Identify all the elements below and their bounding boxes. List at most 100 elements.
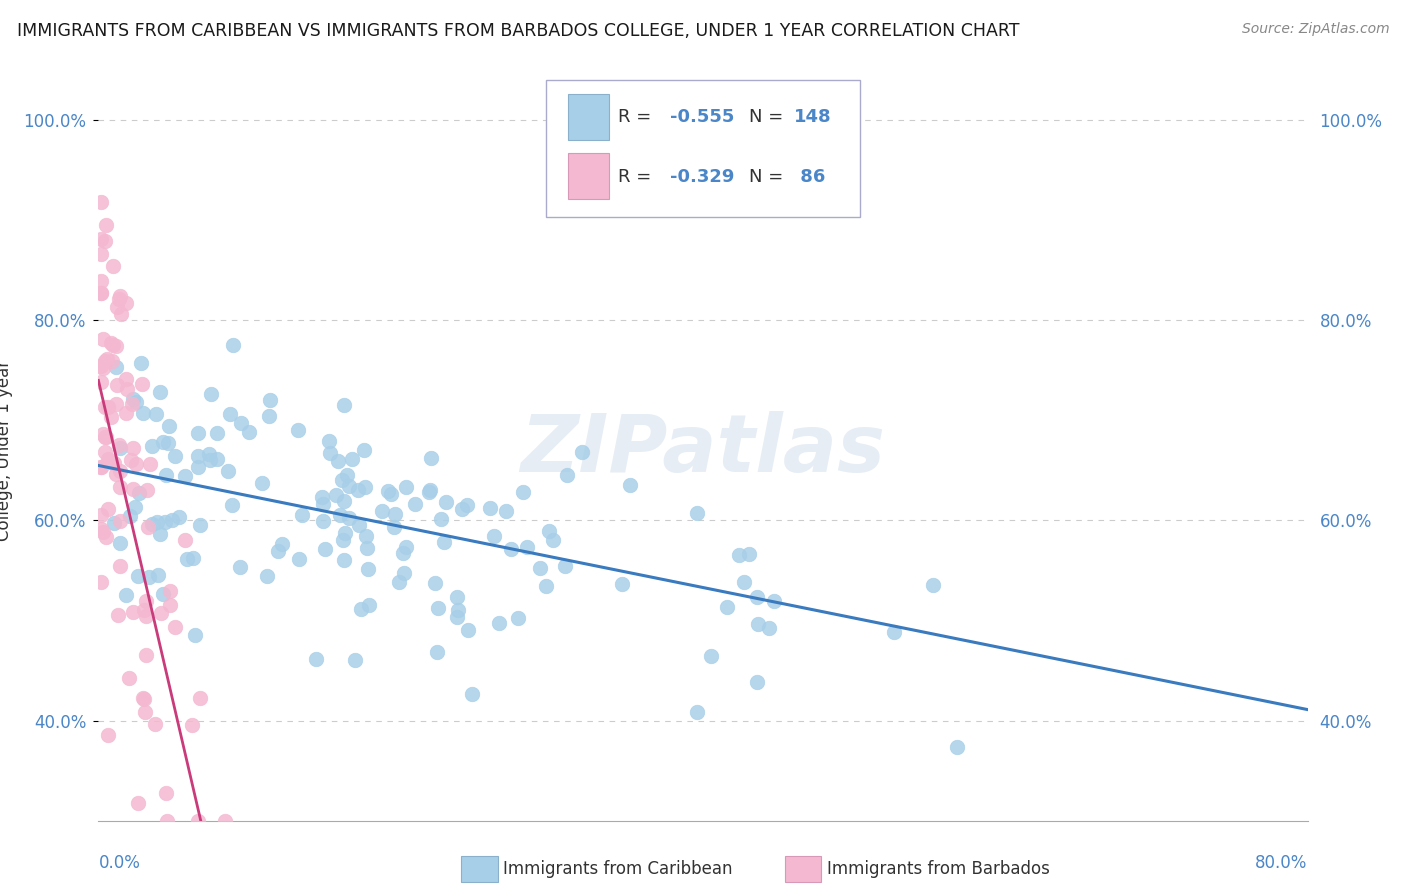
Point	[214, 814, 236, 828]
Point	[356, 541, 378, 556]
Point	[350, 601, 373, 615]
Point	[423, 575, 446, 590]
Point	[134, 705, 156, 719]
Point	[90, 508, 112, 523]
Text: ZIPatlas: ZIPatlas	[520, 411, 886, 490]
Point	[426, 645, 449, 659]
Point	[115, 406, 138, 420]
Point	[456, 498, 478, 512]
Point	[420, 450, 443, 465]
Point	[139, 457, 162, 471]
Point	[129, 356, 152, 370]
Point	[128, 486, 150, 500]
Point	[90, 459, 112, 474]
Point	[270, 537, 292, 551]
Point	[108, 481, 131, 495]
Point	[745, 591, 768, 605]
Point	[187, 460, 209, 475]
Point	[157, 419, 180, 434]
Point	[187, 814, 209, 828]
Point	[187, 450, 209, 464]
Point	[184, 628, 207, 642]
Point	[120, 508, 142, 523]
Text: Immigrants from Caribbean: Immigrants from Caribbean	[503, 860, 733, 878]
Text: R =: R =	[619, 108, 658, 127]
Point	[146, 567, 169, 582]
Point	[104, 360, 127, 375]
Point	[90, 285, 112, 300]
Point	[762, 594, 785, 608]
Point	[354, 480, 377, 494]
Point	[132, 406, 155, 420]
Point	[108, 535, 131, 549]
Point	[395, 541, 418, 555]
Point	[267, 544, 290, 558]
Point	[325, 488, 347, 502]
Point	[90, 195, 112, 210]
Point	[115, 382, 138, 396]
FancyBboxPatch shape	[568, 94, 609, 139]
Text: R =: R =	[619, 168, 658, 186]
Point	[122, 392, 145, 407]
Point	[159, 584, 181, 599]
Point	[121, 441, 143, 455]
Point	[163, 619, 186, 633]
Point	[91, 360, 114, 375]
Point	[152, 434, 174, 449]
Point	[357, 598, 380, 612]
Point	[198, 452, 221, 467]
Point	[287, 423, 309, 437]
Point	[921, 577, 943, 591]
Point	[427, 601, 450, 615]
Point	[555, 467, 578, 482]
Point	[94, 444, 117, 458]
Point	[159, 599, 181, 613]
Text: 0.0%: 0.0%	[98, 854, 141, 872]
Point	[221, 498, 243, 512]
Point	[337, 479, 360, 493]
Point	[529, 560, 551, 574]
Point	[101, 338, 124, 352]
Point	[391, 546, 413, 560]
Point	[90, 523, 112, 537]
Point	[105, 397, 128, 411]
Point	[134, 692, 156, 706]
Point	[461, 687, 484, 701]
Point	[91, 427, 114, 442]
Point	[110, 464, 132, 478]
Point	[186, 425, 208, 440]
Point	[90, 274, 112, 288]
Point	[183, 550, 205, 565]
Point	[336, 467, 359, 482]
Point	[90, 285, 112, 300]
Point	[418, 484, 440, 499]
Point	[738, 548, 761, 562]
Point	[136, 483, 159, 498]
Point	[118, 671, 141, 685]
Point	[333, 553, 356, 567]
Point	[156, 435, 179, 450]
Point	[430, 512, 453, 526]
Point	[176, 552, 198, 566]
Point	[447, 603, 470, 617]
Point	[181, 718, 204, 732]
Point	[380, 487, 402, 501]
Point	[135, 609, 157, 624]
Point	[312, 514, 335, 528]
Point	[141, 517, 163, 532]
Point	[229, 416, 252, 430]
Point	[326, 454, 349, 468]
Point	[311, 490, 333, 504]
Point	[103, 516, 125, 530]
Point	[124, 500, 146, 514]
Text: Source: ZipAtlas.com: Source: ZipAtlas.com	[1241, 22, 1389, 37]
Point	[132, 691, 155, 706]
Point	[155, 468, 177, 483]
Point	[97, 400, 120, 414]
Point	[946, 740, 969, 755]
Point	[333, 494, 356, 508]
Point	[127, 796, 149, 810]
Point	[122, 483, 145, 497]
Point	[115, 295, 138, 310]
Point	[149, 527, 172, 541]
